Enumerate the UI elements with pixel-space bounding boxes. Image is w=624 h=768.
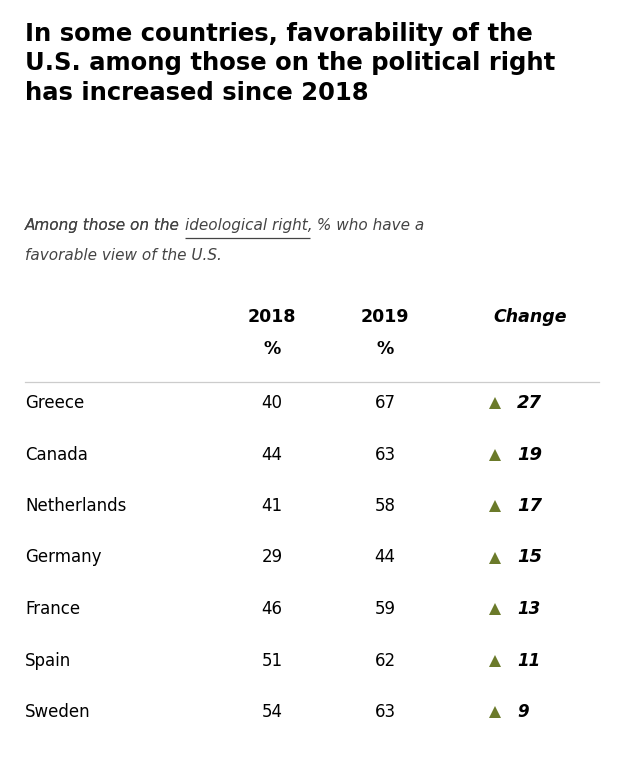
- Text: % who have a: % who have a: [313, 218, 424, 233]
- Text: 15: 15: [517, 548, 542, 567]
- Text: 40: 40: [261, 394, 283, 412]
- Text: 44: 44: [261, 445, 283, 464]
- Text: 17: 17: [517, 497, 542, 515]
- Text: 62: 62: [374, 651, 396, 670]
- Text: Greece: Greece: [25, 394, 84, 412]
- Text: 9: 9: [517, 703, 529, 721]
- Text: Change: Change: [493, 308, 567, 326]
- Text: ideological right,: ideological right,: [185, 218, 313, 233]
- Text: favorable view of the U.S.: favorable view of the U.S.: [25, 248, 222, 263]
- Text: 63: 63: [374, 445, 396, 464]
- Text: 51: 51: [261, 651, 283, 670]
- Text: 29: 29: [261, 548, 283, 567]
- Text: 59: 59: [374, 600, 396, 618]
- Text: 44: 44: [374, 548, 396, 567]
- Text: Among those on the: Among those on the: [25, 218, 185, 233]
- Text: 27: 27: [517, 394, 542, 412]
- Text: 19: 19: [517, 445, 542, 464]
- Text: Sweden: Sweden: [25, 703, 90, 721]
- Text: Among those on the: Among those on the: [25, 218, 185, 233]
- Text: In some countries, favorability of the
U.S. among those on the political right
h: In some countries, favorability of the U…: [25, 22, 555, 104]
- Text: Canada: Canada: [25, 445, 88, 464]
- Text: 2019: 2019: [361, 308, 409, 326]
- Text: 58: 58: [374, 497, 396, 515]
- Text: 11: 11: [517, 651, 540, 670]
- Text: 2018: 2018: [248, 308, 296, 326]
- Text: France: France: [25, 600, 80, 618]
- Text: Germany: Germany: [25, 548, 102, 567]
- Text: 63: 63: [374, 703, 396, 721]
- Text: %: %: [376, 340, 394, 358]
- Text: Spain: Spain: [25, 651, 71, 670]
- Text: 46: 46: [261, 600, 283, 618]
- Text: %: %: [263, 340, 281, 358]
- Text: 54: 54: [261, 703, 283, 721]
- Text: 13: 13: [517, 600, 540, 618]
- Text: Netherlands: Netherlands: [25, 497, 127, 515]
- Text: 67: 67: [374, 394, 396, 412]
- Text: 41: 41: [261, 497, 283, 515]
